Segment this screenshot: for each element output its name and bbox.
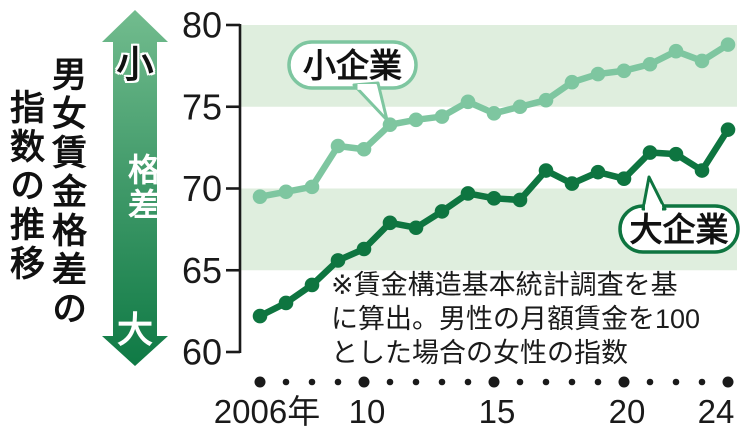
series-point: [616, 171, 632, 186]
series-point: [330, 138, 346, 154]
y-tick-label: 80: [182, 5, 222, 46]
x-year-dot-2020: [618, 376, 630, 388]
series-point: [486, 191, 502, 206]
x-tick-label-2006: 2006年: [214, 393, 320, 430]
series-point: [304, 277, 320, 293]
series-point: [252, 189, 268, 204]
series-point: [304, 179, 320, 195]
source-note-line-2: に算出。男性の月額賃金を100: [331, 304, 701, 334]
series-point: [590, 164, 606, 180]
x-year-dot-2008: [308, 378, 316, 386]
x-tick-label-2024: 24: [698, 393, 735, 430]
source-note-line-3: とした場合の女性の指数: [331, 338, 628, 368]
x-tick-label-2010: 10: [349, 393, 386, 430]
series-point: [538, 163, 554, 178]
series-point: [382, 215, 398, 231]
chart-title-column-2: 指数の推移: [5, 89, 44, 284]
annotation-bubble-large-companies: [618, 204, 740, 254]
x-year-dot-2022: [672, 378, 680, 386]
gap-direction-arrow: [102, 10, 168, 366]
x-year-dot-2021: [646, 378, 654, 386]
annotation-bubble-small-companies: [287, 40, 418, 90]
series-point: [616, 63, 632, 79]
x-year-dot-2024: [722, 376, 734, 388]
x-tick-label-2020: 20: [609, 393, 646, 430]
y-tick-label: 75: [182, 86, 222, 127]
series-point: [694, 53, 710, 69]
series-point: [668, 43, 684, 59]
annotation-label-small-companies: 小企業: [303, 47, 402, 84]
x-year-dot-2023: [698, 378, 706, 386]
series-point: [408, 220, 424, 236]
x-year-dot-2007: [282, 378, 290, 386]
x-year-dot-2010: [358, 376, 370, 388]
series-point: [278, 184, 294, 200]
gap-small-label: 小: [116, 44, 154, 85]
x-year-dot-2018: [568, 378, 576, 386]
x-year-dot-2014: [464, 378, 472, 386]
series-point: [460, 94, 476, 110]
series-point: [252, 308, 268, 324]
x-year-dot-2016: [516, 378, 524, 386]
series-point: [512, 192, 528, 208]
chart-title-column-1: 男女賃金格差の: [47, 56, 86, 329]
x-year-dot-2015: [488, 376, 500, 388]
series-point: [564, 176, 580, 191]
source-note-line-1: ※賃金構造基本統計調査を基: [331, 270, 678, 300]
x-year-dot-2019: [594, 378, 602, 386]
series-point: [486, 105, 502, 121]
series-point: [356, 241, 372, 257]
gap-word-label: 格差: [124, 153, 160, 223]
series-point: [434, 109, 450, 124]
series-point: [668, 146, 684, 162]
source-note: ※賃金構造基本統計調査を基 に算出。男性の月額賃金を100 とした場合の女性の指…: [331, 268, 700, 370]
series-point: [538, 92, 554, 108]
series-point: [642, 56, 658, 72]
x-year-dot-2009: [334, 378, 342, 386]
series-point: [356, 141, 372, 157]
x-year-dot-2013: [438, 378, 446, 386]
y-tick-label: 70: [182, 168, 222, 209]
series-point: [720, 37, 736, 52]
series-point: [642, 145, 658, 160]
series-point: [720, 122, 736, 137]
y-tick-label: 65: [182, 250, 222, 291]
y-tick-label: 60: [182, 332, 222, 373]
x-tick-label-2015: 15: [479, 393, 516, 430]
x-year-dot-2011: [386, 378, 394, 386]
bubble-seam-patch: [645, 204, 662, 211]
series-point: [512, 99, 528, 115]
double-arrow-shape: [102, 10, 168, 366]
series-point: [460, 186, 476, 201]
series-point: [694, 163, 710, 178]
series-point: [434, 204, 450, 219]
bubble-seam-patch: [357, 84, 377, 90]
x-year-dot-2006: [254, 376, 266, 388]
x-year-dot-2012: [412, 378, 420, 386]
annotation-label-large-companies: 大企業: [630, 211, 729, 248]
series-point: [278, 295, 294, 311]
series-point: [330, 253, 346, 268]
series-point: [564, 74, 580, 90]
gap-large-label: 大: [116, 309, 153, 350]
series-point: [590, 66, 606, 82]
series-point: [408, 112, 424, 128]
x-year-dot-2017: [542, 378, 550, 386]
